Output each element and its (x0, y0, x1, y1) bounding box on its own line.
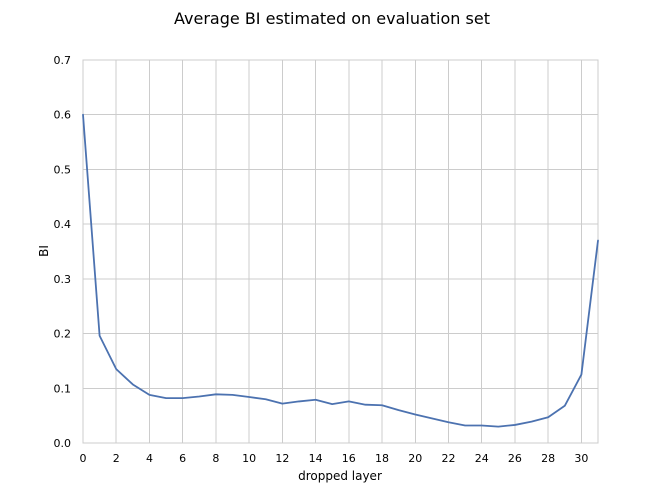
series-layer (82, 113, 599, 428)
y-tick-label-4: 0.4 (54, 218, 72, 231)
x-tick-label-2: 4 (146, 452, 153, 465)
grid-layer (82, 59, 598, 444)
x-tick-label-12: 24 (475, 452, 489, 465)
y-tick-labels: 0.0 0.1 0.2 0.3 0.4 0.5 0.6 0.7 (54, 54, 72, 450)
x-axis-label: dropped layer (298, 469, 382, 483)
x-tick-label-0: 0 (80, 452, 87, 465)
x-tick-label-7: 14 (309, 452, 323, 465)
x-tick-labels: 0 2 4 6 8 10 12 14 16 18 20 22 24 26 28 30 (80, 452, 589, 465)
x-tick-label-13: 26 (508, 452, 522, 465)
series-line-0 (82, 113, 599, 428)
x-tick-label-4: 8 (212, 452, 219, 465)
x-tick-label-8: 16 (342, 452, 356, 465)
y-axis-label: BI (37, 245, 51, 257)
x-tick-label-6: 12 (275, 452, 289, 465)
y-tick-label-7: 0.7 (54, 54, 72, 67)
x-tick-label-5: 10 (242, 452, 256, 465)
y-tick-label-1: 0.1 (54, 382, 72, 395)
y-tick-label-5: 0.5 (54, 163, 72, 176)
x-tick-label-3: 6 (179, 452, 186, 465)
y-tick-label-0: 0.0 (54, 437, 72, 450)
chart-title: Average BI estimated on evaluation set (174, 9, 490, 28)
x-tick-label-1: 2 (113, 452, 120, 465)
x-tick-label-11: 22 (441, 452, 455, 465)
x-tick-label-9: 18 (375, 452, 389, 465)
y-tick-label-3: 0.3 (54, 273, 72, 286)
x-tick-label-14: 28 (541, 452, 555, 465)
x-tick-label-15: 30 (574, 452, 588, 465)
y-tick-label-6: 0.6 (54, 109, 72, 122)
y-tick-label-2: 0.2 (54, 328, 72, 341)
x-tick-label-10: 20 (408, 452, 422, 465)
plot-frame (82, 59, 599, 444)
